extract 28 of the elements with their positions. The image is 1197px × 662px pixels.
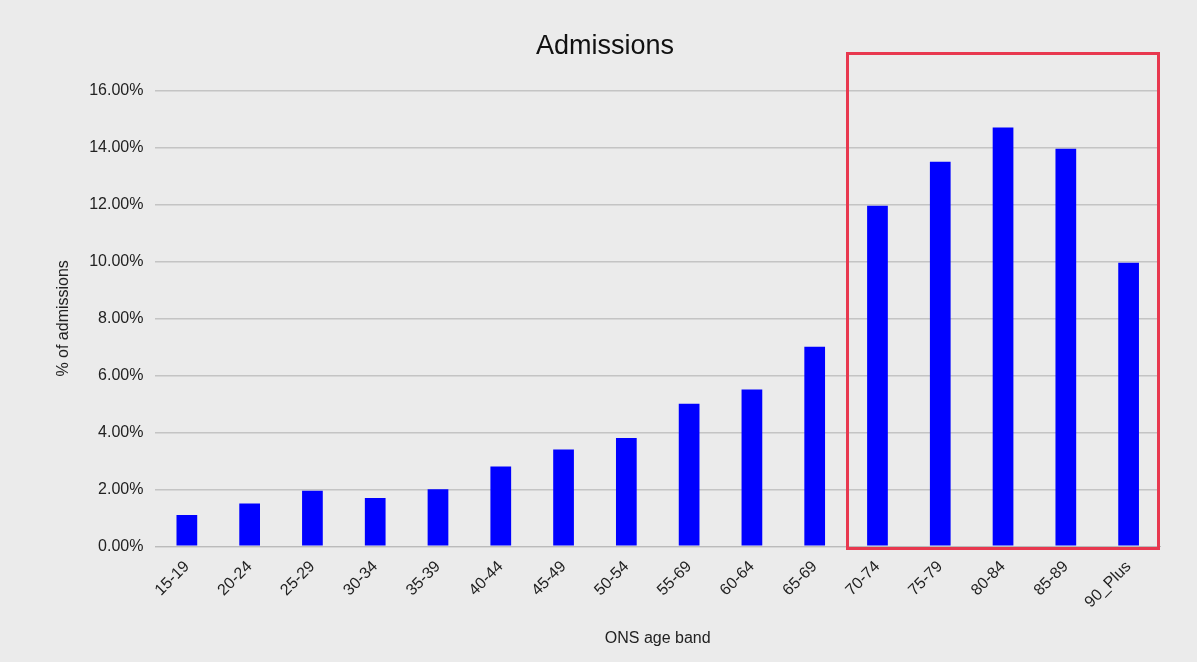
y-tick-label: 16.00%: [89, 80, 144, 98]
bar: [867, 205, 888, 546]
y-tick-label: 12.00%: [89, 194, 144, 212]
y-tick-label: 6.00%: [98, 365, 144, 383]
bar: [302, 490, 323, 546]
bar: [364, 497, 386, 546]
y-tick-label: 8.00%: [98, 308, 144, 326]
bar: [239, 503, 260, 546]
y-tick-label: 2.00%: [98, 479, 144, 497]
bar: [1055, 148, 1077, 546]
bar: [741, 389, 763, 546]
x-axis-title: ONS age band: [604, 628, 711, 646]
chart-title: Admissions: [535, 29, 675, 60]
bar: [427, 489, 449, 546]
bar: [615, 438, 637, 546]
bar: [553, 449, 574, 546]
bar: [929, 161, 951, 546]
bar: [176, 514, 198, 546]
y-tick-label: 0.00%: [98, 536, 144, 554]
bar: [992, 127, 1014, 546]
bar: [804, 346, 826, 546]
y-tick-label: 14.00%: [89, 137, 144, 155]
y-axis-title: % of admissions: [54, 260, 72, 377]
bar: [490, 466, 512, 546]
y-tick-label: 10.00%: [89, 251, 144, 269]
bar: [1118, 262, 1139, 546]
bar: [678, 403, 700, 546]
y-tick-label: 4.00%: [98, 422, 144, 440]
